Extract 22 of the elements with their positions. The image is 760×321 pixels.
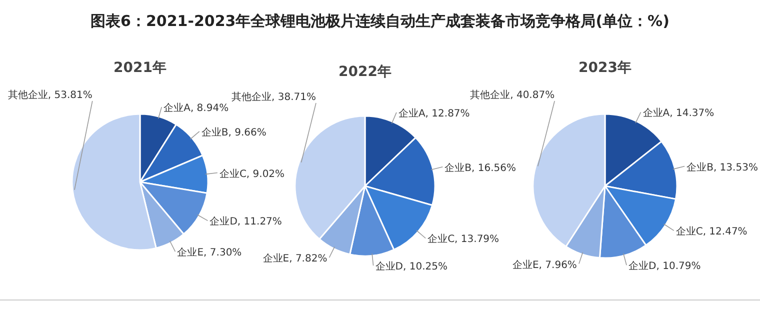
slice-label: 企业E, 7.82% [262, 252, 328, 265]
slice-label: 其他企业, 38.71% [232, 91, 316, 103]
slice-label: 企业D, 10.25% [375, 260, 448, 273]
chart-subtitle: 2022年 [338, 64, 392, 80]
slice-label: 企业B, 16.56% [444, 162, 516, 174]
chart-subtitle: 2021年 [114, 60, 166, 76]
slice-label: 企业D, 10.79% [628, 260, 701, 272]
slice-label: 企业B, 9.66% [201, 126, 266, 138]
slice-label: 其他企业, 40.87% [470, 89, 555, 101]
slice-label: 企业B, 13.53% [686, 161, 758, 174]
slice-label: 其他企业, 53.81% [8, 89, 92, 101]
slice-label: 企业E, 7.30% [177, 246, 242, 259]
slice-label: 企业C, 12.47% [676, 226, 748, 238]
slice-label: 企业D, 11.27% [210, 216, 282, 228]
chart-subtitle: 2023年 [578, 60, 632, 76]
text: 图表6：2021-2023年全球锂电池极片连续自动生产成套装备市场竞争格局(单位：%) [90, 12, 670, 30]
slice-label: 企业A, 14.37% [642, 107, 714, 120]
slice-label: 企业C, 9.02% [219, 168, 285, 180]
slice-label: 企业A, 12.87% [398, 107, 470, 120]
slice-label: 企业A, 8.94% [164, 102, 229, 114]
slice-label: 企业E, 7.96% [512, 258, 577, 271]
slice-label: 企业C, 13.79% [428, 233, 500, 246]
